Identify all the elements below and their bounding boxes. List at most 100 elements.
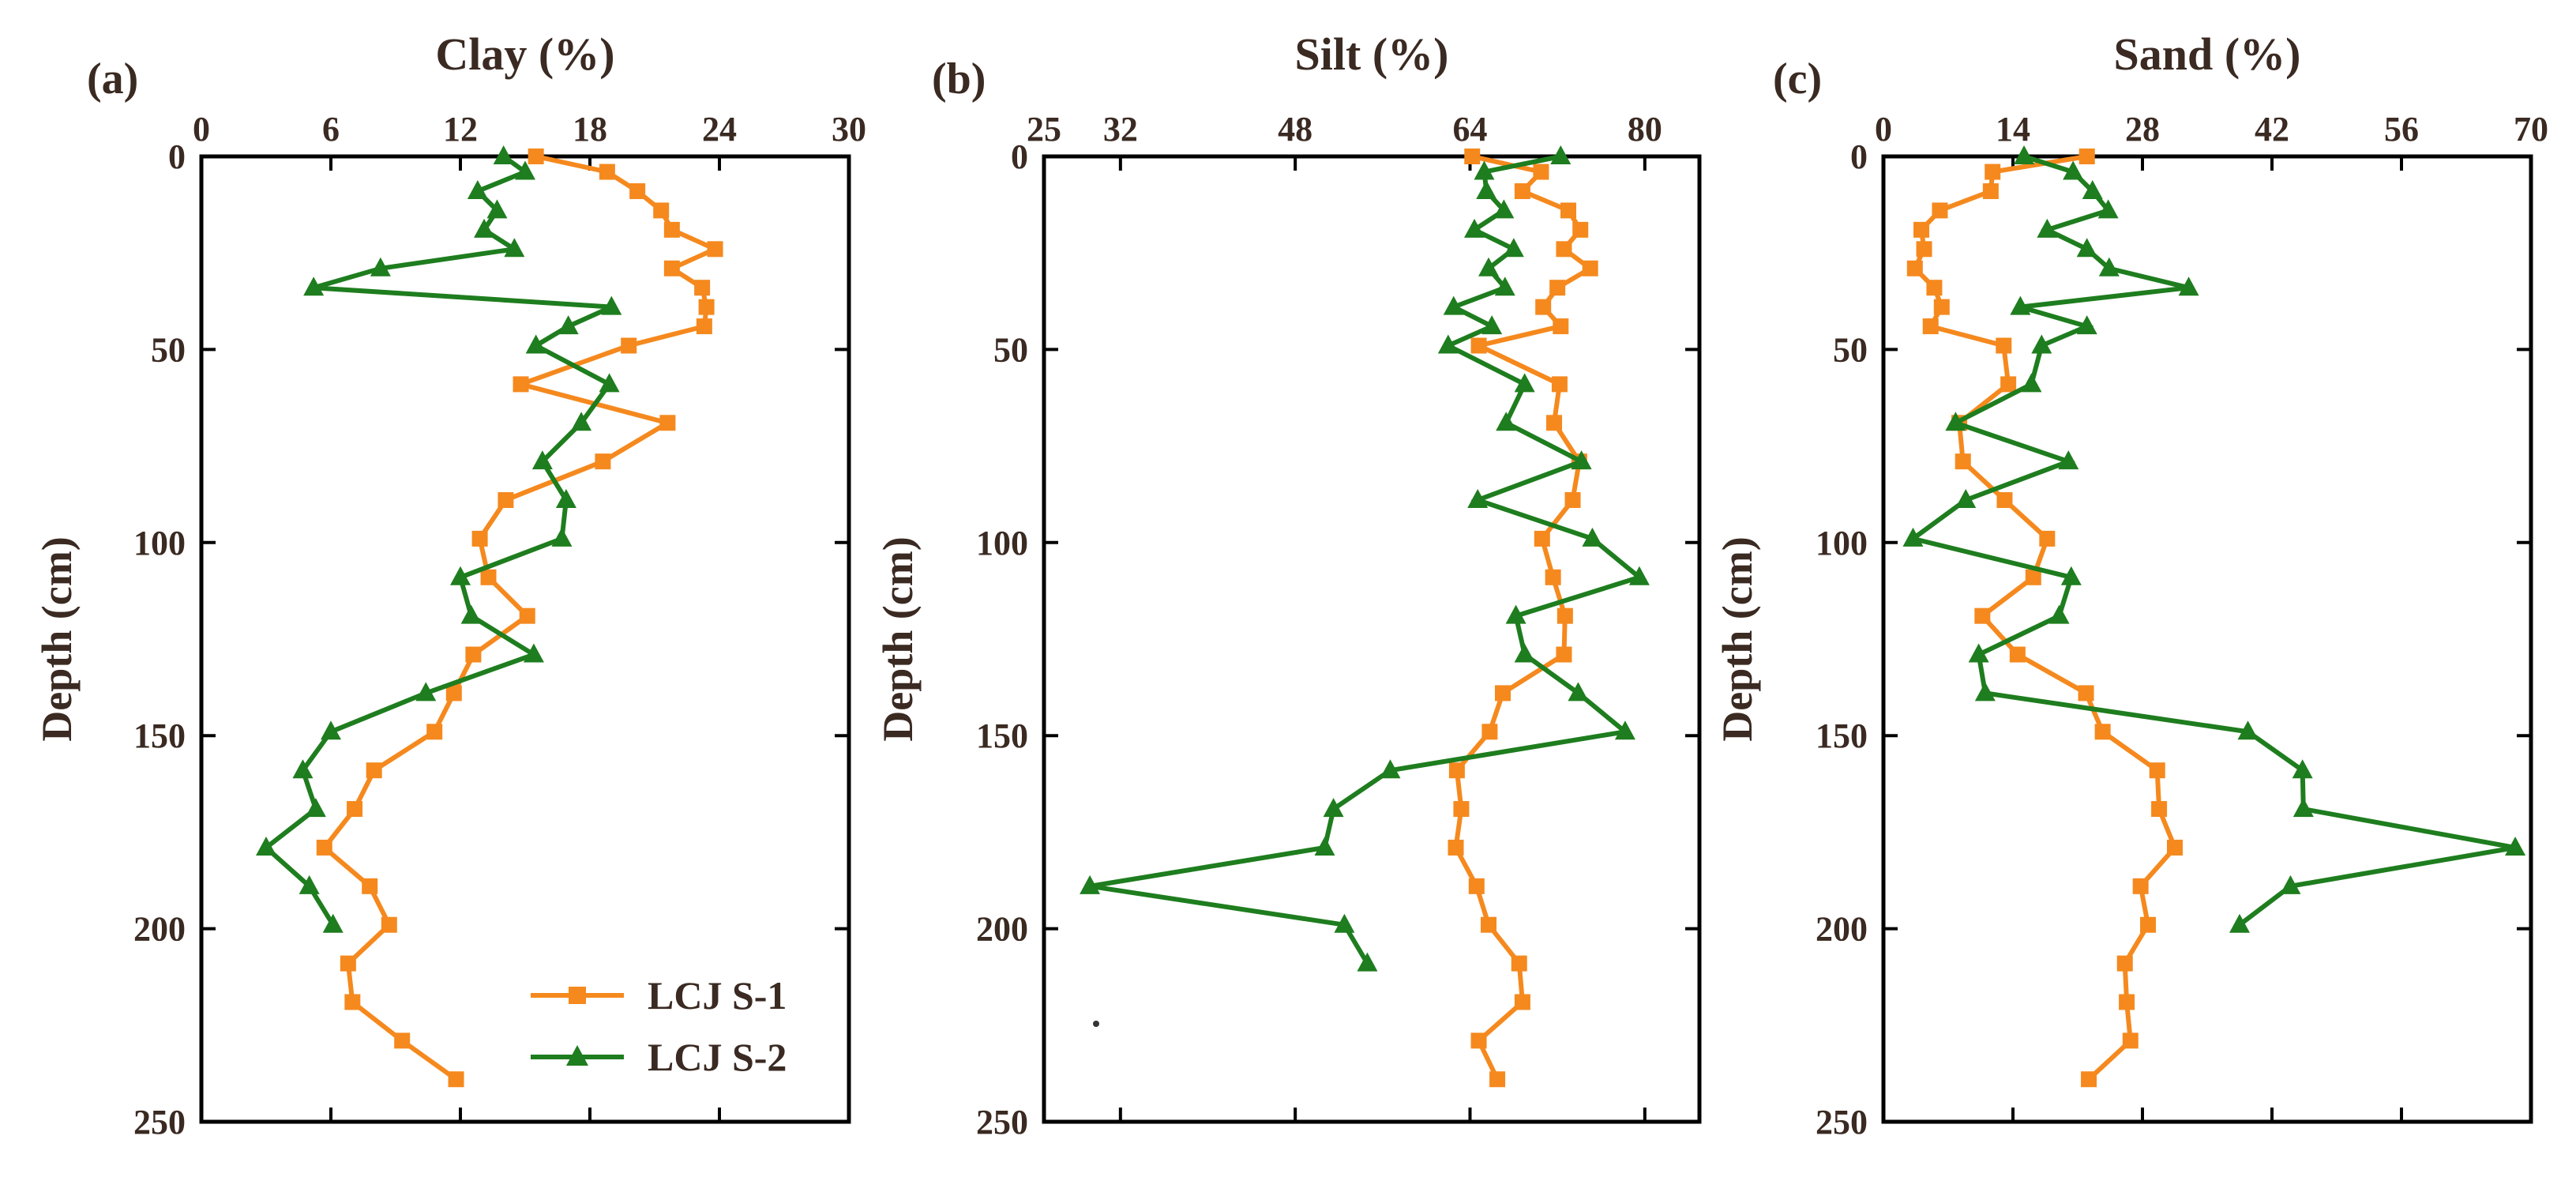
- y-tick-label: 0: [168, 137, 186, 176]
- data-point: [1572, 221, 1589, 238]
- panel-title: Clay (%): [435, 28, 614, 80]
- data-point: [2009, 646, 2026, 663]
- data-point: [2140, 916, 2157, 933]
- data-point: [415, 682, 437, 701]
- data-point: [698, 299, 715, 315]
- y-tick-label: 100: [976, 524, 1028, 562]
- x-tick-label: 6: [322, 110, 340, 149]
- data-point: [1533, 164, 1549, 180]
- data-point: [2505, 836, 2526, 856]
- data-point: [474, 218, 495, 238]
- data-point: [1448, 839, 1464, 856]
- data-point: [571, 412, 592, 431]
- x-tick-label: 64: [1453, 110, 1488, 149]
- data-point: [1323, 798, 1344, 818]
- data-point: [2031, 334, 2052, 354]
- y-tick-label: 250: [1816, 1103, 1868, 1142]
- y-tick-label: 50: [993, 330, 1028, 369]
- data-point: [2010, 295, 2031, 315]
- data-point: [525, 334, 546, 354]
- data-point: [1464, 218, 1485, 238]
- data-point: [2078, 149, 2095, 164]
- data-point: [2119, 994, 2135, 1010]
- data-point: [394, 1032, 411, 1049]
- x-tick-label: 0: [193, 110, 210, 149]
- data-point: [1550, 145, 1572, 164]
- x-tick-label: 12: [443, 110, 478, 149]
- data-point: [362, 878, 378, 894]
- data-point: [1568, 682, 1589, 701]
- data-point: [1556, 241, 1572, 258]
- data-point: [653, 202, 670, 219]
- data-point: [2014, 145, 2035, 164]
- data-point: [1489, 1071, 1506, 1088]
- data-point: [504, 238, 525, 258]
- series-s1: [1448, 149, 1598, 1088]
- panel-title: Silt (%): [1295, 28, 1449, 80]
- data-point: [599, 373, 620, 393]
- data-point: [1514, 643, 1535, 663]
- x-tick-label: 28: [2125, 110, 2160, 149]
- data-point: [2094, 724, 2111, 740]
- data-point: [1560, 202, 1576, 219]
- series-s2: [1080, 145, 1650, 972]
- data-point: [465, 646, 482, 663]
- x-tick-label: 48: [1278, 110, 1312, 149]
- y-tick-label: 200: [976, 910, 1028, 949]
- y-tick-label: 50: [151, 330, 186, 369]
- data-point: [528, 149, 544, 164]
- data-point: [471, 530, 488, 547]
- data-point: [1514, 994, 1530, 1010]
- data-point: [1448, 762, 1465, 779]
- data-point: [2280, 874, 2301, 894]
- data-point: [347, 801, 363, 818]
- legend-marker: [566, 1045, 588, 1066]
- data-point: [1582, 260, 1598, 276]
- data-point: [1582, 527, 1603, 547]
- y-tick-label: 250: [133, 1103, 186, 1142]
- data-point: [1551, 376, 1568, 393]
- data-point: [256, 836, 276, 856]
- x-tick-label: 18: [573, 110, 607, 149]
- series-s2: [1902, 145, 2526, 933]
- data-point: [1514, 373, 1535, 393]
- x-tick-label: 70: [2514, 110, 2548, 149]
- data-point: [2039, 530, 2056, 547]
- data-point: [663, 221, 680, 238]
- data-point: [515, 160, 535, 180]
- data-point: [1982, 182, 1999, 199]
- data-point: [1476, 179, 1497, 199]
- data-point: [531, 450, 553, 470]
- data-point: [1496, 412, 1517, 431]
- data-point: [2132, 878, 2149, 894]
- panel-c: (c) Sand (%) Depth (cm) 0 14 28 42 56 70 0 50 100 15…: [1714, 28, 2548, 1142]
- x-tick-label: 80: [1628, 110, 1662, 149]
- data-point: [1514, 182, 1530, 199]
- y-axis-label: Depth (cm): [874, 536, 922, 741]
- plot-frame: [1881, 154, 2533, 1124]
- y-tick-label: 50: [1833, 330, 1868, 369]
- data-point: [1955, 453, 1971, 470]
- data-point: [1314, 836, 1335, 856]
- data-point: [1933, 299, 1950, 315]
- data-point: [2058, 450, 2079, 470]
- data-point: [1556, 646, 1572, 663]
- data-point: [1535, 299, 1552, 315]
- data-point: [450, 566, 471, 585]
- data-point: [1503, 238, 1524, 258]
- data-point: [1334, 913, 1355, 933]
- x-tick-label: 32: [1103, 110, 1138, 149]
- x-tick-label: 0: [1875, 110, 1892, 149]
- legend-label: LCJ S-2: [648, 1035, 787, 1079]
- data-point: [493, 145, 514, 164]
- data-point: [2237, 720, 2259, 740]
- stray-dot: [1093, 1021, 1099, 1027]
- data-point: [2081, 1071, 2097, 1088]
- data-point: [2063, 160, 2084, 180]
- data-point: [467, 179, 488, 199]
- data-point: [381, 916, 397, 933]
- y-tick-label: 250: [976, 1103, 1028, 1142]
- data-point: [486, 199, 508, 219]
- data-point: [1996, 492, 2013, 509]
- data-point: [1505, 604, 1526, 624]
